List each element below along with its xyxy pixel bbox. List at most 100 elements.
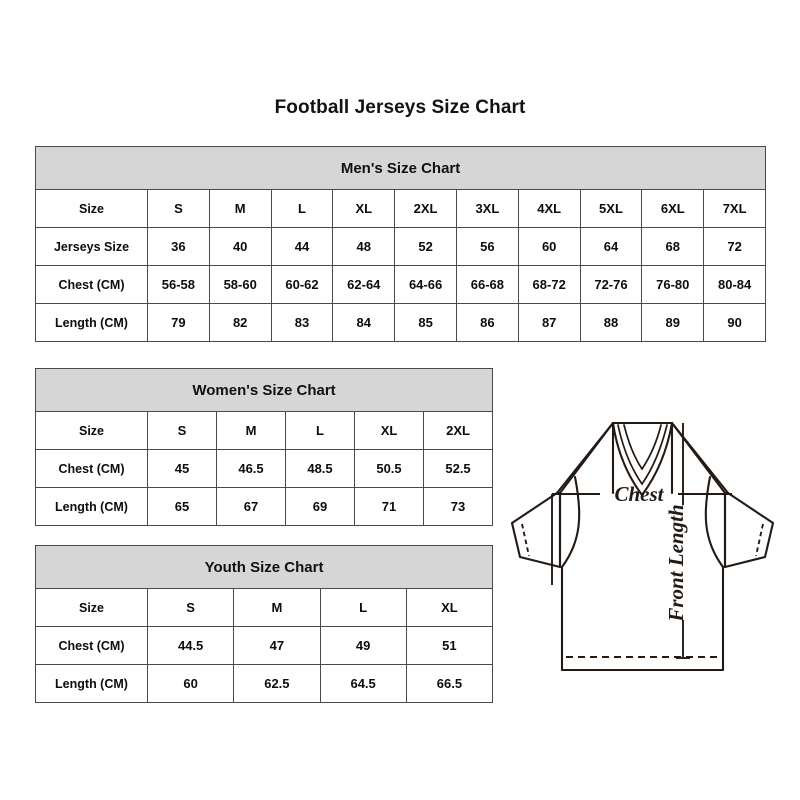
cell: 89 [641,303,705,342]
left-sleeve-top-edge [558,421,615,569]
cell: 44 [270,227,334,266]
right-cuff-dashed-hem [755,523,764,557]
table-header-row: Size S M L XL 2XL 3XL 4XL 5XL 6XL 7XL [35,189,767,228]
row-label-chest-cm: Chest (CM) [35,626,148,665]
front-length-label: Front Length [664,504,688,622]
header-cell-m: M [216,411,286,450]
header-cell-l: L [319,588,407,627]
cell: 60 [517,227,581,266]
header-cell-xl: XL [332,189,396,228]
header-cell-3xl: 3XL [455,189,519,228]
v-neck-inner-line [623,424,662,471]
cell: 56 [455,227,519,266]
header-cell-4xl: 4XL [517,189,581,228]
cell: 60 [146,664,235,703]
header-cell-m: M [208,189,272,228]
cell: 48.5 [285,449,355,488]
header-cell-2xl: 2XL [394,189,457,228]
cell: 62-64 [332,265,396,304]
cell: 88 [579,303,643,342]
header-cell-s: S [147,411,217,450]
table-caption-row: Women's Size Chart [34,368,494,412]
cell: 58-60 [208,265,272,304]
chest-label: Chest [614,482,664,506]
cell: 64 [579,227,643,266]
womens-table-caption: Women's Size Chart [34,368,494,412]
right-armhole-curve [704,475,725,569]
table-row: Jerseys Size 36 40 44 48 52 56 60 64 68 … [35,227,767,266]
right-sleeve-top-edge [670,421,727,569]
cell: 76-80 [641,265,705,304]
table-row: Chest (CM) 44.5 47 49 51 [35,626,494,665]
cell: 71 [354,487,424,526]
header-cell-2xl: 2XL [422,411,494,450]
jersey-measurement-diagram: Chest Front Length [500,405,785,695]
table-row: Chest (CM) 56-58 58-60 60-62 62-64 64-66… [35,265,767,304]
cell: 86 [455,303,519,342]
table-caption-row: Youth Size Chart [34,545,494,589]
cell: 52.5 [422,449,494,488]
header-cell-6xl: 6XL [641,189,705,228]
cell: 72 [703,227,767,266]
cell: 85 [394,303,457,342]
header-cell-size: Size [35,189,148,228]
row-label-length-cm: Length (CM) [35,487,148,526]
header-cell-l: L [285,411,355,450]
left-armhole-curve [560,475,581,569]
cell: 52 [394,227,457,266]
cell: 60-62 [270,265,334,304]
table-caption-row: Men's Size Chart [34,146,767,190]
v-neck-outer-line [611,421,674,497]
table-header-row: Size S M L XL 2XL [35,411,494,450]
womens-size-chart-table: Women's Size Chart Size S M L XL 2XL Che… [34,368,494,526]
header-cell-size: Size [35,411,148,450]
cell: 84 [332,303,396,342]
cell: 66-68 [455,265,519,304]
cell: 68-72 [517,265,581,304]
page-title: Football Jerseys Size Chart [274,97,526,118]
row-label-length-cm: Length (CM) [35,303,148,342]
header-cell-l: L [270,189,334,228]
right-sleeve-cuff-shape [723,491,775,569]
cell: 82 [208,303,272,342]
v-neck-middle-line [617,424,668,486]
cell: 44.5 [146,626,235,665]
cell: 51 [405,626,494,665]
header-cell-xl: XL [354,411,424,450]
left-cuff-dashed-hem [521,523,530,557]
table-row: Chest (CM) 45 46.5 48.5 50.5 52.5 [35,449,494,488]
cell: 47 [233,626,321,665]
cell: 48 [332,227,396,266]
cell: 79 [147,303,210,342]
header-cell-m: M [233,588,321,627]
cell: 65 [147,487,217,526]
cell: 80-84 [703,265,767,304]
header-cell-xl: XL [405,588,494,627]
row-label-jerseys-size: Jerseys Size [35,227,148,266]
table-row: Length (CM) 60 62.5 64.5 66.5 [35,664,494,703]
mens-size-chart-table: Men's Size Chart Size S M L XL 2XL 3XL 4… [34,146,767,342]
header-cell-s: S [147,189,210,228]
cell: 36 [147,227,210,266]
cell: 67 [216,487,286,526]
cell: 56-58 [147,265,210,304]
cell: 73 [422,487,494,526]
table-row: Length (CM) 79 82 83 84 85 86 87 88 89 9… [35,303,767,342]
header-cell-5xl: 5XL [579,189,643,228]
row-label-chest-cm: Chest (CM) [35,265,148,304]
mens-table-caption: Men's Size Chart [34,146,767,190]
cell: 62.5 [233,664,321,703]
cell: 40 [208,227,272,266]
row-label-chest-cm: Chest (CM) [35,449,148,488]
cell: 64.5 [319,664,407,703]
header-cell-size: Size [35,588,148,627]
cell: 72-76 [579,265,643,304]
cell: 49 [319,626,407,665]
row-label-length-cm: Length (CM) [35,664,148,703]
youth-table-caption: Youth Size Chart [34,545,494,589]
header-cell-7xl: 7XL [703,189,767,228]
cell: 83 [270,303,334,342]
cell: 90 [703,303,767,342]
cell: 50.5 [354,449,424,488]
